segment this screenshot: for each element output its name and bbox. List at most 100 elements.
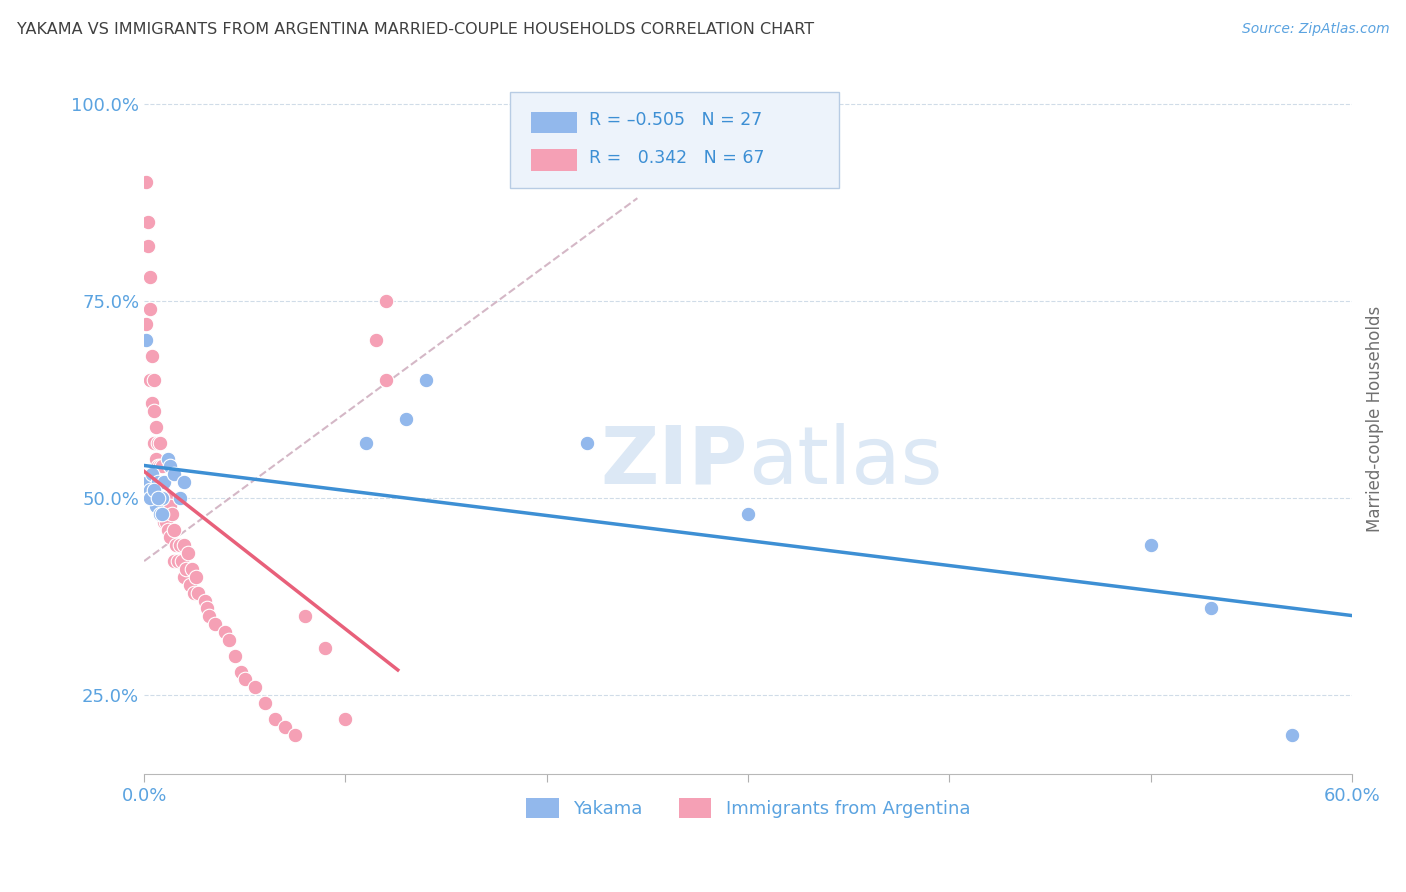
Point: [143, 404, 166, 418]
Point: [141, 467, 163, 482]
Point: [1139, 538, 1161, 552]
Point: [150, 507, 173, 521]
Point: [153, 475, 176, 490]
Point: [274, 720, 297, 734]
Text: R =   0.342   N = 67: R = 0.342 N = 67: [589, 149, 763, 167]
Point: [169, 491, 191, 505]
Point: [148, 459, 170, 474]
Point: [187, 585, 209, 599]
Point: [148, 435, 170, 450]
Point: [186, 570, 208, 584]
Text: YAKAMA VS IMMIGRANTS FROM ARGENTINA MARRIED-COUPLE HOUSEHOLDS CORRELATION CHART: YAKAMA VS IMMIGRANTS FROM ARGENTINA MARR…: [17, 22, 814, 37]
Point: [335, 712, 357, 726]
Point: [149, 491, 172, 505]
Point: [135, 175, 157, 189]
Point: [193, 593, 215, 607]
Point: [153, 515, 176, 529]
Point: [143, 483, 166, 497]
Point: [135, 318, 157, 332]
Point: [136, 475, 159, 490]
Point: [136, 215, 159, 229]
Point: [173, 570, 195, 584]
FancyBboxPatch shape: [510, 93, 839, 188]
Point: [150, 459, 173, 474]
Point: [218, 632, 240, 647]
Point: [159, 531, 181, 545]
Point: [233, 673, 256, 687]
Point: [204, 617, 226, 632]
Point: [165, 538, 187, 552]
Point: [1281, 728, 1303, 742]
Point: [148, 475, 170, 490]
Point: [374, 373, 396, 387]
Legend: Yakama, Immigrants from Argentina: Yakama, Immigrants from Argentina: [519, 791, 977, 825]
Point: [136, 238, 159, 252]
Point: [1199, 601, 1222, 615]
Point: [374, 293, 396, 308]
Point: [395, 412, 418, 426]
Point: [197, 609, 219, 624]
Bar: [530, 112, 576, 133]
Point: [173, 538, 195, 552]
Point: [139, 301, 162, 316]
Point: [145, 420, 167, 434]
Point: [176, 562, 198, 576]
Point: [148, 491, 170, 505]
Point: [354, 435, 377, 450]
Point: [172, 554, 194, 568]
Point: [145, 451, 167, 466]
Point: [169, 538, 191, 552]
Point: [214, 625, 236, 640]
Point: [153, 475, 176, 490]
Text: atlas: atlas: [748, 423, 942, 500]
Point: [139, 483, 162, 497]
Point: [141, 396, 163, 410]
Point: [159, 499, 181, 513]
Point: [229, 665, 252, 679]
Point: [224, 648, 246, 663]
Text: ZIP: ZIP: [600, 423, 748, 500]
Point: [149, 507, 172, 521]
Point: [150, 491, 173, 505]
Point: [163, 467, 186, 482]
Point: [143, 373, 166, 387]
Point: [163, 554, 186, 568]
Point: [183, 585, 205, 599]
Bar: [530, 149, 576, 170]
Point: [177, 546, 200, 560]
Point: [135, 333, 157, 347]
Point: [264, 712, 287, 726]
Point: [139, 270, 162, 285]
Point: [163, 523, 186, 537]
Point: [143, 435, 166, 450]
Text: Source: ZipAtlas.com: Source: ZipAtlas.com: [1241, 22, 1389, 37]
Point: [294, 609, 316, 624]
Point: [576, 435, 599, 450]
Point: [162, 507, 184, 521]
Point: [149, 435, 172, 450]
Point: [150, 491, 173, 505]
Point: [149, 459, 172, 474]
Y-axis label: Married-couple Households: Married-couple Households: [1367, 306, 1384, 533]
Point: [139, 491, 162, 505]
Point: [195, 601, 218, 615]
Point: [145, 475, 167, 490]
Point: [243, 681, 266, 695]
Point: [173, 475, 195, 490]
Point: [314, 640, 336, 655]
Point: [153, 499, 176, 513]
Point: [737, 507, 759, 521]
Point: [155, 491, 177, 505]
Point: [148, 491, 170, 505]
Point: [253, 696, 276, 710]
Text: R = –0.505   N = 27: R = –0.505 N = 27: [589, 112, 762, 129]
Point: [139, 373, 162, 387]
Point: [145, 499, 167, 513]
Point: [415, 373, 437, 387]
Point: [141, 349, 163, 363]
Point: [179, 578, 201, 592]
Point: [155, 515, 177, 529]
Point: [159, 459, 181, 474]
Point: [181, 562, 204, 576]
Point: [284, 728, 307, 742]
